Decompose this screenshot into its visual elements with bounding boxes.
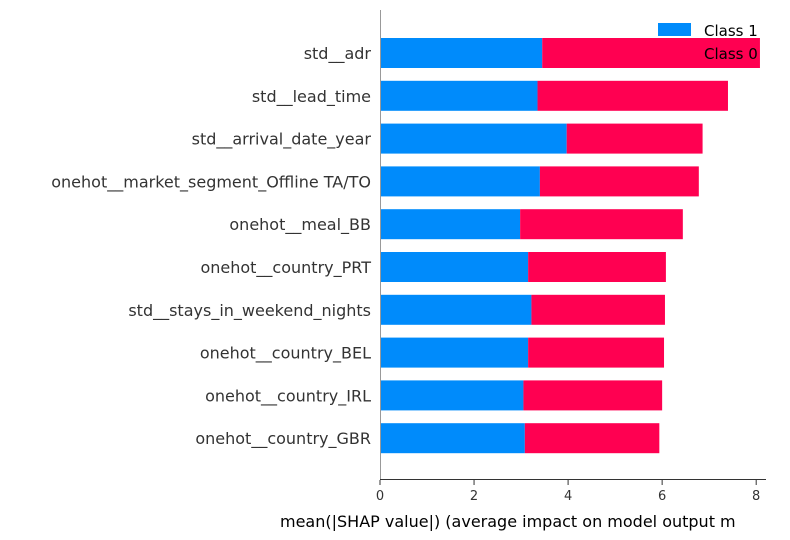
bar-class-1-1 bbox=[380, 80, 538, 111]
category-label: std__stays_in_weekend_nights bbox=[128, 301, 371, 321]
x-tick-label: 2 bbox=[470, 489, 478, 504]
bar-class-1-0 bbox=[380, 38, 543, 68]
x-tick-label: 8 bbox=[752, 489, 760, 504]
category-labels: std__adr std__lead_time std__arrival_date_… bbox=[51, 44, 371, 449]
category-label: onehot__market_segment_Offline TA/TO bbox=[51, 172, 371, 192]
bar-class-0-4 bbox=[520, 209, 683, 240]
category-label: std__arrival_date_year bbox=[192, 130, 372, 150]
category-label: onehot__country_GBR bbox=[195, 429, 371, 449]
bar-class-0-8 bbox=[523, 380, 663, 411]
legend-label: Class 1 bbox=[704, 22, 758, 40]
bars-group bbox=[380, 38, 760, 454]
x-ticks: 0 2 4 6 8 bbox=[376, 480, 760, 504]
legend-swatch bbox=[658, 23, 691, 36]
bar-class-0-0 bbox=[542, 38, 760, 68]
bar-class-1-3 bbox=[380, 166, 540, 197]
bar-class-0-5 bbox=[528, 252, 666, 282]
bar-class-1-9 bbox=[380, 423, 525, 454]
category-label: std__adr bbox=[304, 44, 372, 64]
bar-class-0-7 bbox=[528, 337, 665, 368]
bar-class-0-3 bbox=[539, 166, 699, 197]
bar-class-1-6 bbox=[380, 294, 532, 325]
bar-class-0-9 bbox=[524, 423, 660, 454]
legend-label: Class 0 bbox=[704, 45, 758, 63]
x-tick-label: 0 bbox=[376, 489, 384, 504]
category-label: onehot__country_PRT bbox=[200, 258, 371, 278]
category-label: std__lead_time bbox=[252, 87, 371, 107]
category-label: onehot__meal_BB bbox=[229, 215, 371, 235]
x-tick-label: 6 bbox=[658, 489, 666, 504]
bar-class-0-6 bbox=[531, 294, 665, 325]
bar-class-1-5 bbox=[380, 252, 529, 282]
bar-class-1-2 bbox=[380, 123, 567, 154]
legend-swatch bbox=[658, 46, 691, 59]
category-label: onehot__country_IRL bbox=[205, 386, 371, 406]
bar-class-1-8 bbox=[380, 380, 524, 411]
x-axis-label: mean(|SHAP value|) (average impact on mo… bbox=[280, 512, 736, 531]
bar-class-0-1 bbox=[537, 80, 728, 111]
bar-class-1-7 bbox=[380, 337, 529, 368]
x-tick-label: 4 bbox=[564, 489, 572, 504]
category-label: onehot__country_BEL bbox=[200, 344, 371, 364]
bar-class-1-4 bbox=[380, 209, 521, 240]
legend: Class 1 Class 0 bbox=[658, 22, 758, 63]
bar-class-0-2 bbox=[566, 123, 703, 154]
